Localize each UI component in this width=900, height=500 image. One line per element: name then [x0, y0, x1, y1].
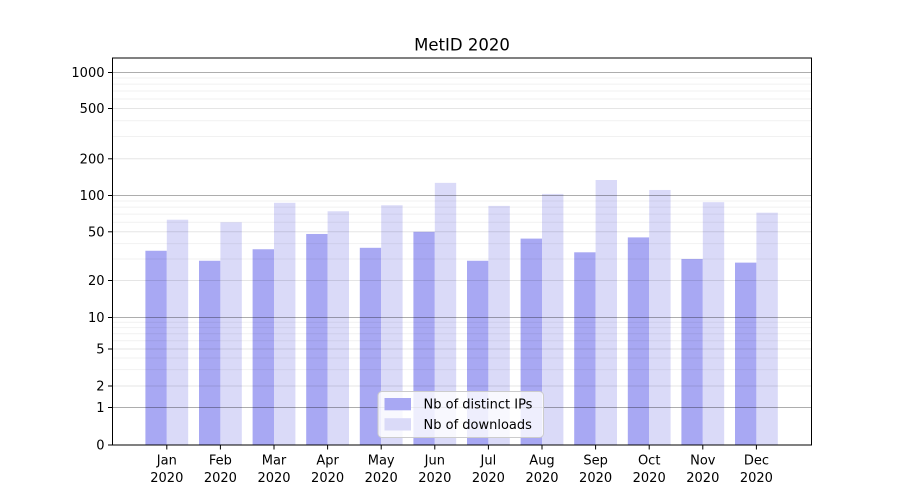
bar-distinct-ips-mar: [252, 249, 274, 445]
x-tick-label-year-feb: 2020: [204, 471, 237, 486]
y-tick-label-50: 50: [88, 225, 105, 240]
y-tick-label-5: 5: [96, 343, 104, 358]
bar-downloads-apr: [327, 211, 349, 445]
x-tick-label-month-jul: Jul: [480, 454, 497, 469]
bar-downloads-mar: [274, 202, 296, 445]
y-tick-label-100: 100: [80, 189, 105, 204]
legend-swatch-downloads: [384, 418, 411, 431]
x-tick-label-month-oct: Oct: [638, 454, 660, 469]
bar-downloads-may: [381, 205, 403, 445]
bar-downloads-jul: [488, 205, 510, 445]
y-tick-label-20: 20: [88, 274, 105, 289]
x-tick-label-month-nov: Nov: [690, 454, 716, 469]
x-tick-label-month-jan: Jan: [156, 454, 177, 469]
y-tick-label-500: 500: [80, 102, 105, 117]
legend-label-distinct-ips: Nb of distinct IPs: [424, 398, 533, 413]
x-tick-label-month-may: May: [368, 454, 395, 469]
legend-box: [377, 391, 544, 438]
y-tick-label-2: 2: [96, 380, 104, 395]
bar-downloads-dec: [756, 212, 778, 445]
x-tick-label-year-nov: 2020: [686, 471, 719, 486]
x-tick-label-month-mar: Mar: [262, 454, 287, 469]
y-tick-label-1: 1: [96, 401, 104, 416]
y-tick-label-10: 10: [88, 311, 105, 326]
bar-downloads-nov: [702, 202, 725, 445]
x-tick-label-month-jun: Jun: [424, 454, 445, 469]
x-tick-label-month-apr: Apr: [316, 454, 339, 469]
x-tick-label-year-apr: 2020: [311, 471, 344, 486]
x-tick-label-month-feb: Feb: [209, 454, 232, 469]
bar-distinct-ips-sep: [574, 252, 596, 445]
bar-downloads-oct: [649, 189, 671, 445]
x-tick-label-year-jan: 2020: [150, 471, 183, 486]
chart-title: MetID 2020: [414, 36, 510, 55]
bar-downloads-feb: [220, 222, 242, 445]
bar-distinct-ips-nov: [681, 258, 703, 445]
x-tick-label-month-aug: Aug: [529, 454, 554, 469]
x-tick-label-year-jul: 2020: [472, 471, 505, 486]
y-tick-label-200: 200: [80, 152, 105, 167]
bar-distinct-ips-apr: [306, 233, 328, 445]
x-tick-label-year-jun: 2020: [418, 471, 451, 486]
bar-downloads-sep: [595, 180, 617, 445]
bar-downloads-aug: [542, 193, 564, 445]
bar-distinct-ips-may: [359, 247, 382, 445]
x-tick-label-month-dec: Dec: [744, 454, 769, 469]
bar-distinct-ips-dec: [735, 262, 757, 445]
bar-downloads-jun: [434, 182, 457, 445]
bar-distinct-ips-jan: [145, 250, 167, 445]
axes-spines: [112, 57, 812, 446]
x-tick-label-year-sep: 2020: [579, 471, 612, 486]
x-tick-label-month-sep: Sep: [583, 454, 608, 469]
x-tick-label-year-dec: 2020: [740, 471, 773, 486]
legend-swatch-distinct-ips: [384, 398, 411, 411]
bar-downloads-jan: [166, 219, 189, 445]
y-tick-label-1000: 1000: [71, 66, 104, 81]
x-tick-label-year-mar: 2020: [257, 471, 290, 486]
x-tick-label-year-oct: 2020: [633, 471, 666, 486]
bar-distinct-ips-oct: [627, 237, 650, 445]
bar-distinct-ips-feb: [199, 260, 221, 445]
y-tick-label-0: 0: [96, 439, 104, 454]
x-tick-label-year-may: 2020: [365, 471, 398, 486]
legend-label-downloads: Nb of downloads: [424, 418, 533, 433]
x-tick-label-year-aug: 2020: [525, 471, 558, 486]
